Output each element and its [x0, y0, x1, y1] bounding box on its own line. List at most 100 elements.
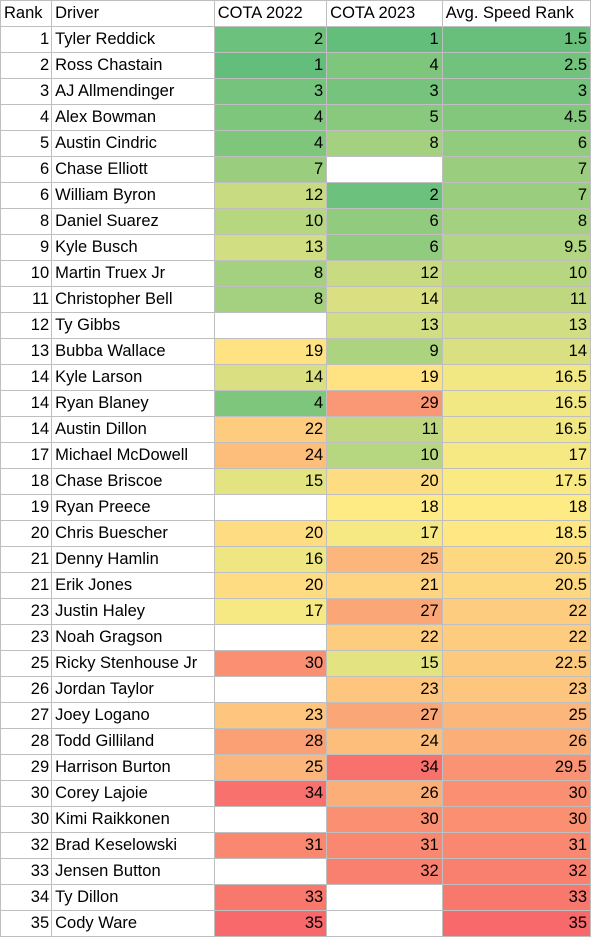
cota-2022-cell [213, 806, 328, 833]
cota-2023-cell: 6 [326, 208, 443, 235]
driver-cell: Alex Bowman [51, 104, 215, 131]
rank-cell: 28 [0, 728, 53, 755]
table-row: 6 William Byron 12 2 7 [0, 182, 592, 209]
cota-2023-cell: 9 [326, 338, 443, 365]
rank-cell: 21 [0, 546, 53, 573]
table-row: 34 Ty Dillon 33 33 [0, 884, 592, 911]
rank-cell: 34 [0, 884, 53, 911]
cota-2023-cell: 25 [326, 546, 443, 573]
cota-2023-cell: 30 [326, 806, 443, 833]
rank-cell: 19 [0, 494, 53, 521]
table-row: 17 Michael McDowell 24 10 17 [0, 442, 592, 469]
avg-speed-rank-cell: 25 [441, 702, 592, 729]
table-body: 1 Tyler Reddick 2 1 1.5 2 Ross Chastain 1 4 2.5 3 A… [0, 26, 592, 937]
table-row: 29 Harrison Burton 25 34 29.5 [0, 754, 592, 781]
cota-2023-cell: 21 [326, 572, 443, 599]
driver-cell: Austin Dillon [51, 416, 215, 443]
rank-cell: 26 [0, 676, 53, 703]
table-row: 2 Ross Chastain 1 4 2.5 [0, 52, 592, 79]
header-cota-2022: COTA 2022 [213, 0, 328, 27]
table-row: 12 Ty Gibbs 13 13 [0, 312, 592, 339]
driver-cell: Joey Logano [51, 702, 215, 729]
table-row: 21 Denny Hamlin 16 25 20.5 [0, 546, 592, 573]
avg-speed-rank-cell: 16.5 [441, 390, 592, 417]
driver-cell: AJ Allmendinger [51, 78, 215, 105]
table-row: 1 Tyler Reddick 2 1 1.5 [0, 26, 592, 53]
cota-2023-cell: 31 [326, 832, 443, 859]
table-row: 14 Kyle Larson 14 19 16.5 [0, 364, 592, 391]
cota-2022-cell: 10 [213, 208, 328, 235]
driver-cell: Kimi Raikkonen [51, 806, 215, 833]
cota-2023-cell: 3 [326, 78, 443, 105]
avg-speed-rank-cell: 18.5 [441, 520, 592, 547]
cota-2022-cell: 14 [213, 364, 328, 391]
table-row: 30 Corey Lajoie 34 26 30 [0, 780, 592, 807]
cota-2022-cell: 31 [213, 832, 328, 859]
cota-2023-cell: 4 [326, 52, 443, 79]
cota-2023-cell: 6 [326, 234, 443, 261]
avg-speed-rank-cell: 29.5 [441, 754, 592, 781]
avg-speed-rank-cell: 4.5 [441, 104, 592, 131]
avg-speed-rank-cell: 30 [441, 780, 592, 807]
driver-cell: Jordan Taylor [51, 676, 215, 703]
cota-2022-cell: 23 [213, 702, 328, 729]
rank-cell: 14 [0, 390, 53, 417]
rank-cell: 10 [0, 260, 53, 287]
avg-speed-rank-cell: 8 [441, 208, 592, 235]
avg-speed-rank-cell: 35 [441, 910, 592, 937]
driver-cell: Ryan Preece [51, 494, 215, 521]
rank-cell: 29 [0, 754, 53, 781]
table-row: 4 Alex Bowman 4 5 4.5 [0, 104, 592, 131]
rank-cell: 2 [0, 52, 53, 79]
cota-2023-cell [326, 884, 443, 911]
avg-speed-rank-cell: 26 [441, 728, 592, 755]
driver-cell: Michael McDowell [51, 442, 215, 469]
avg-speed-rank-cell: 16.5 [441, 416, 592, 443]
cota-2023-cell [326, 910, 443, 937]
rank-cell: 6 [0, 182, 53, 209]
rank-cell: 1 [0, 26, 53, 53]
avg-speed-rank-cell: 17.5 [441, 468, 592, 495]
driver-cell: Corey Lajoie [51, 780, 215, 807]
avg-speed-rank-cell: 20.5 [441, 546, 592, 573]
driver-cell: Chase Briscoe [51, 468, 215, 495]
driver-cell: Tyler Reddick [51, 26, 215, 53]
table-row: 25 Ricky Stenhouse Jr 30 15 22.5 [0, 650, 592, 677]
rank-cell: 23 [0, 624, 53, 651]
cota-2022-cell: 24 [213, 442, 328, 469]
driver-cell: Ryan Blaney [51, 390, 215, 417]
avg-speed-rank-cell: 7 [441, 182, 592, 209]
rank-cell: 30 [0, 806, 53, 833]
rank-cell: 27 [0, 702, 53, 729]
cota-2023-cell: 14 [326, 286, 443, 313]
header-avg-speed-rank: Avg. Speed Rank [441, 0, 592, 27]
rank-cell: 18 [0, 468, 53, 495]
driver-cell: Ross Chastain [51, 52, 215, 79]
cota-2023-cell: 27 [326, 702, 443, 729]
table-row: 28 Todd Gilliland 28 24 26 [0, 728, 592, 755]
cota-2023-cell: 27 [326, 598, 443, 625]
driver-cell: Jensen Button [51, 858, 215, 885]
cota-2022-cell: 2 [213, 26, 328, 53]
avg-speed-rank-cell: 33 [441, 884, 592, 911]
driver-cell: Harrison Burton [51, 754, 215, 781]
rank-cell: 25 [0, 650, 53, 677]
cota-2023-cell: 15 [326, 650, 443, 677]
avg-speed-rank-cell: 22 [441, 598, 592, 625]
cota-2022-cell: 12 [213, 182, 328, 209]
table-row: 11 Christopher Bell 8 14 11 [0, 286, 592, 313]
rank-cell: 3 [0, 78, 53, 105]
avg-speed-rank-cell: 16.5 [441, 364, 592, 391]
rank-cell: 12 [0, 312, 53, 339]
avg-speed-rank-cell: 14 [441, 338, 592, 365]
rank-cell: 33 [0, 858, 53, 885]
cota-2022-cell: 1 [213, 52, 328, 79]
table-row: 27 Joey Logano 23 27 25 [0, 702, 592, 729]
rank-cell: 13 [0, 338, 53, 365]
table-row: 20 Chris Buescher 20 17 18.5 [0, 520, 592, 547]
cota-2023-cell: 12 [326, 260, 443, 287]
rank-cell: 5 [0, 130, 53, 157]
cota-2023-cell: 32 [326, 858, 443, 885]
header-row: Rank Driver COTA 2022 COTA 2023 Avg. Spe… [0, 0, 592, 27]
cota-2023-cell: 26 [326, 780, 443, 807]
